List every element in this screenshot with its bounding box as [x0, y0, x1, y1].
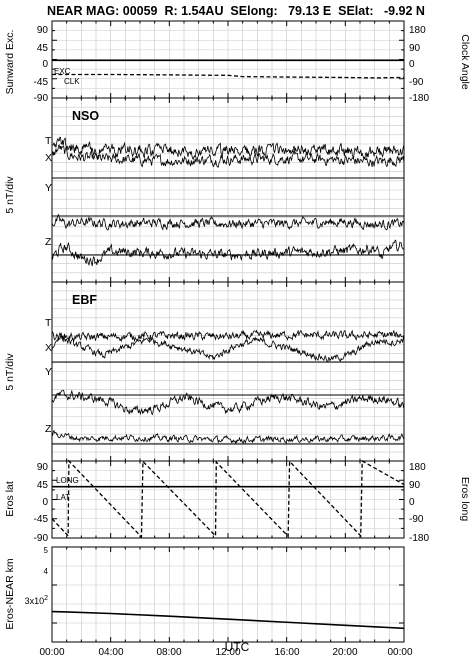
eros-right-tick-90: 90: [409, 480, 421, 491]
ebf-label-y: Y: [45, 366, 52, 378]
nso-x-ticks: [51, 98, 405, 282]
figure-title: NEAR MAG: 00059 R: 1.54AU SElong: 79.13 …: [47, 4, 425, 18]
eros-right-tick-180: 180: [409, 462, 426, 473]
nso-plot: [51, 136, 405, 267]
x-axis-title: UTC: [225, 640, 250, 654]
long-series-label: LONG: [56, 476, 79, 485]
sunward-left-tick-m45: -45: [34, 77, 49, 88]
nso-y-axis-label: 5 nT/div: [4, 176, 16, 214]
range-plot: [51, 610, 405, 630]
eros-left-tick-45: 45: [37, 480, 49, 491]
eros-plot: [51, 459, 405, 539]
eros-lat-axis-label: Eros lat: [4, 481, 16, 517]
sunward-left-axis-label: Sunward Exc.: [4, 30, 16, 95]
sunward-grid: [52, 21, 404, 98]
sunward-left-tick-m90: -90: [34, 93, 49, 104]
clk-series-label: CLK: [64, 77, 80, 86]
eros-y-ticks: [52, 460, 404, 539]
nso-trace-x: [51, 144, 405, 168]
nso-label-t: T: [45, 135, 52, 147]
range-grid: [52, 547, 404, 642]
time-tick-label: 04:00: [98, 647, 123, 656]
ebf-trace-x: [51, 335, 405, 363]
sunward-left-tick-45: 45: [37, 43, 49, 54]
sunward-right-tick-m180: -180: [409, 93, 429, 104]
eros-left-tick-90: 90: [37, 462, 49, 473]
nso-trace-y: [51, 213, 405, 231]
range-y-ticks: [52, 546, 404, 624]
ebf-label-z: Z: [45, 423, 52, 435]
ebf-panel-title: EBF: [72, 293, 97, 307]
ebf-grid: [52, 282, 404, 461]
eros-right-tick-m90: -90: [409, 514, 424, 525]
eros-x-ticks: [51, 461, 405, 538]
ebf-x-ticks: [51, 282, 405, 461]
range-series-line: [51, 610, 405, 630]
nso-label-y: Y: [45, 182, 52, 194]
sunward-panel: 90 45 0 -45 -90 180 90 0 -90 -180 Sunwar…: [4, 20, 471, 104]
nso-trace-t: [51, 136, 405, 161]
ebf-label-x: X: [45, 342, 52, 354]
eros-left-tick-m45: -45: [34, 514, 49, 525]
ebf-plot: [51, 329, 405, 445]
eros-right-tick-0: 0: [409, 497, 415, 508]
time-tick-label: 00:00: [387, 647, 412, 656]
nso-panel-title: NSO: [72, 109, 99, 123]
range-panel: 5 4 3x102 Eros-NEAR km: [4, 546, 405, 643]
sunward-right-tick-m90: -90: [409, 77, 424, 88]
eros-long-axis-label: Eros long: [459, 477, 471, 522]
lat-series-label: LAT: [56, 493, 70, 502]
long-series-line: [51, 459, 405, 539]
sunward-right-tick-90: 90: [409, 43, 421, 54]
clock-angle-axis-label: Clock Angle: [459, 34, 471, 90]
eros-grid: [52, 461, 404, 538]
sunward-left-tick-0: 0: [42, 59, 48, 70]
sunward-right-tick-0: 0: [409, 59, 415, 70]
eros-left-tick-m90: -90: [34, 533, 49, 544]
ebf-trace-t: [51, 329, 405, 343]
range-tick-4: 4: [44, 567, 49, 576]
eros-panel: 90 45 0 -45 -90 180 90 0 -90 -180 Eros l…: [4, 459, 471, 544]
nso-grid: [52, 98, 404, 282]
sunward-right-tick-180: 180: [409, 25, 426, 36]
nso-label-z: Z: [45, 236, 52, 248]
time-tick-label: 12:00: [215, 647, 240, 656]
ebf-panel: EBF 5 nT/div T X Y Z: [4, 281, 405, 462]
sunward-plot: [52, 59, 405, 79]
nso-panel: NSO 5 nT/div T X Y Z: [4, 97, 405, 283]
time-tick-label: 00:00: [39, 647, 64, 656]
nso-label-x: X: [45, 152, 52, 164]
time-tick-label: 08:00: [156, 647, 181, 656]
ebf-trace-y: [51, 389, 405, 416]
sunward-left-tick-90: 90: [37, 25, 49, 36]
range-tick-3: 3x102: [25, 595, 49, 606]
clk-series-line: [52, 73, 405, 79]
nso-trace-z: [51, 239, 404, 267]
time-tick-label: 20:00: [332, 647, 357, 656]
eros-left-tick-0: 0: [42, 497, 48, 508]
range-tick-5: 5: [44, 546, 49, 555]
time-axis: 00:00 04:00 08:00 12:00 16:00 20:00 00:0…: [39, 647, 412, 656]
time-tick-label: 16:00: [274, 647, 299, 656]
range-x-ticks: [51, 547, 405, 642]
ebf-trace-z: [51, 429, 405, 445]
range-axis-label: Eros-NEAR km: [4, 558, 16, 629]
exc-series-label: EXC: [54, 67, 71, 76]
eros-right-tick-m180: -180: [409, 533, 429, 544]
ebf-label-t: T: [45, 317, 52, 329]
ebf-y-axis-label: 5 nT/div: [4, 353, 16, 391]
